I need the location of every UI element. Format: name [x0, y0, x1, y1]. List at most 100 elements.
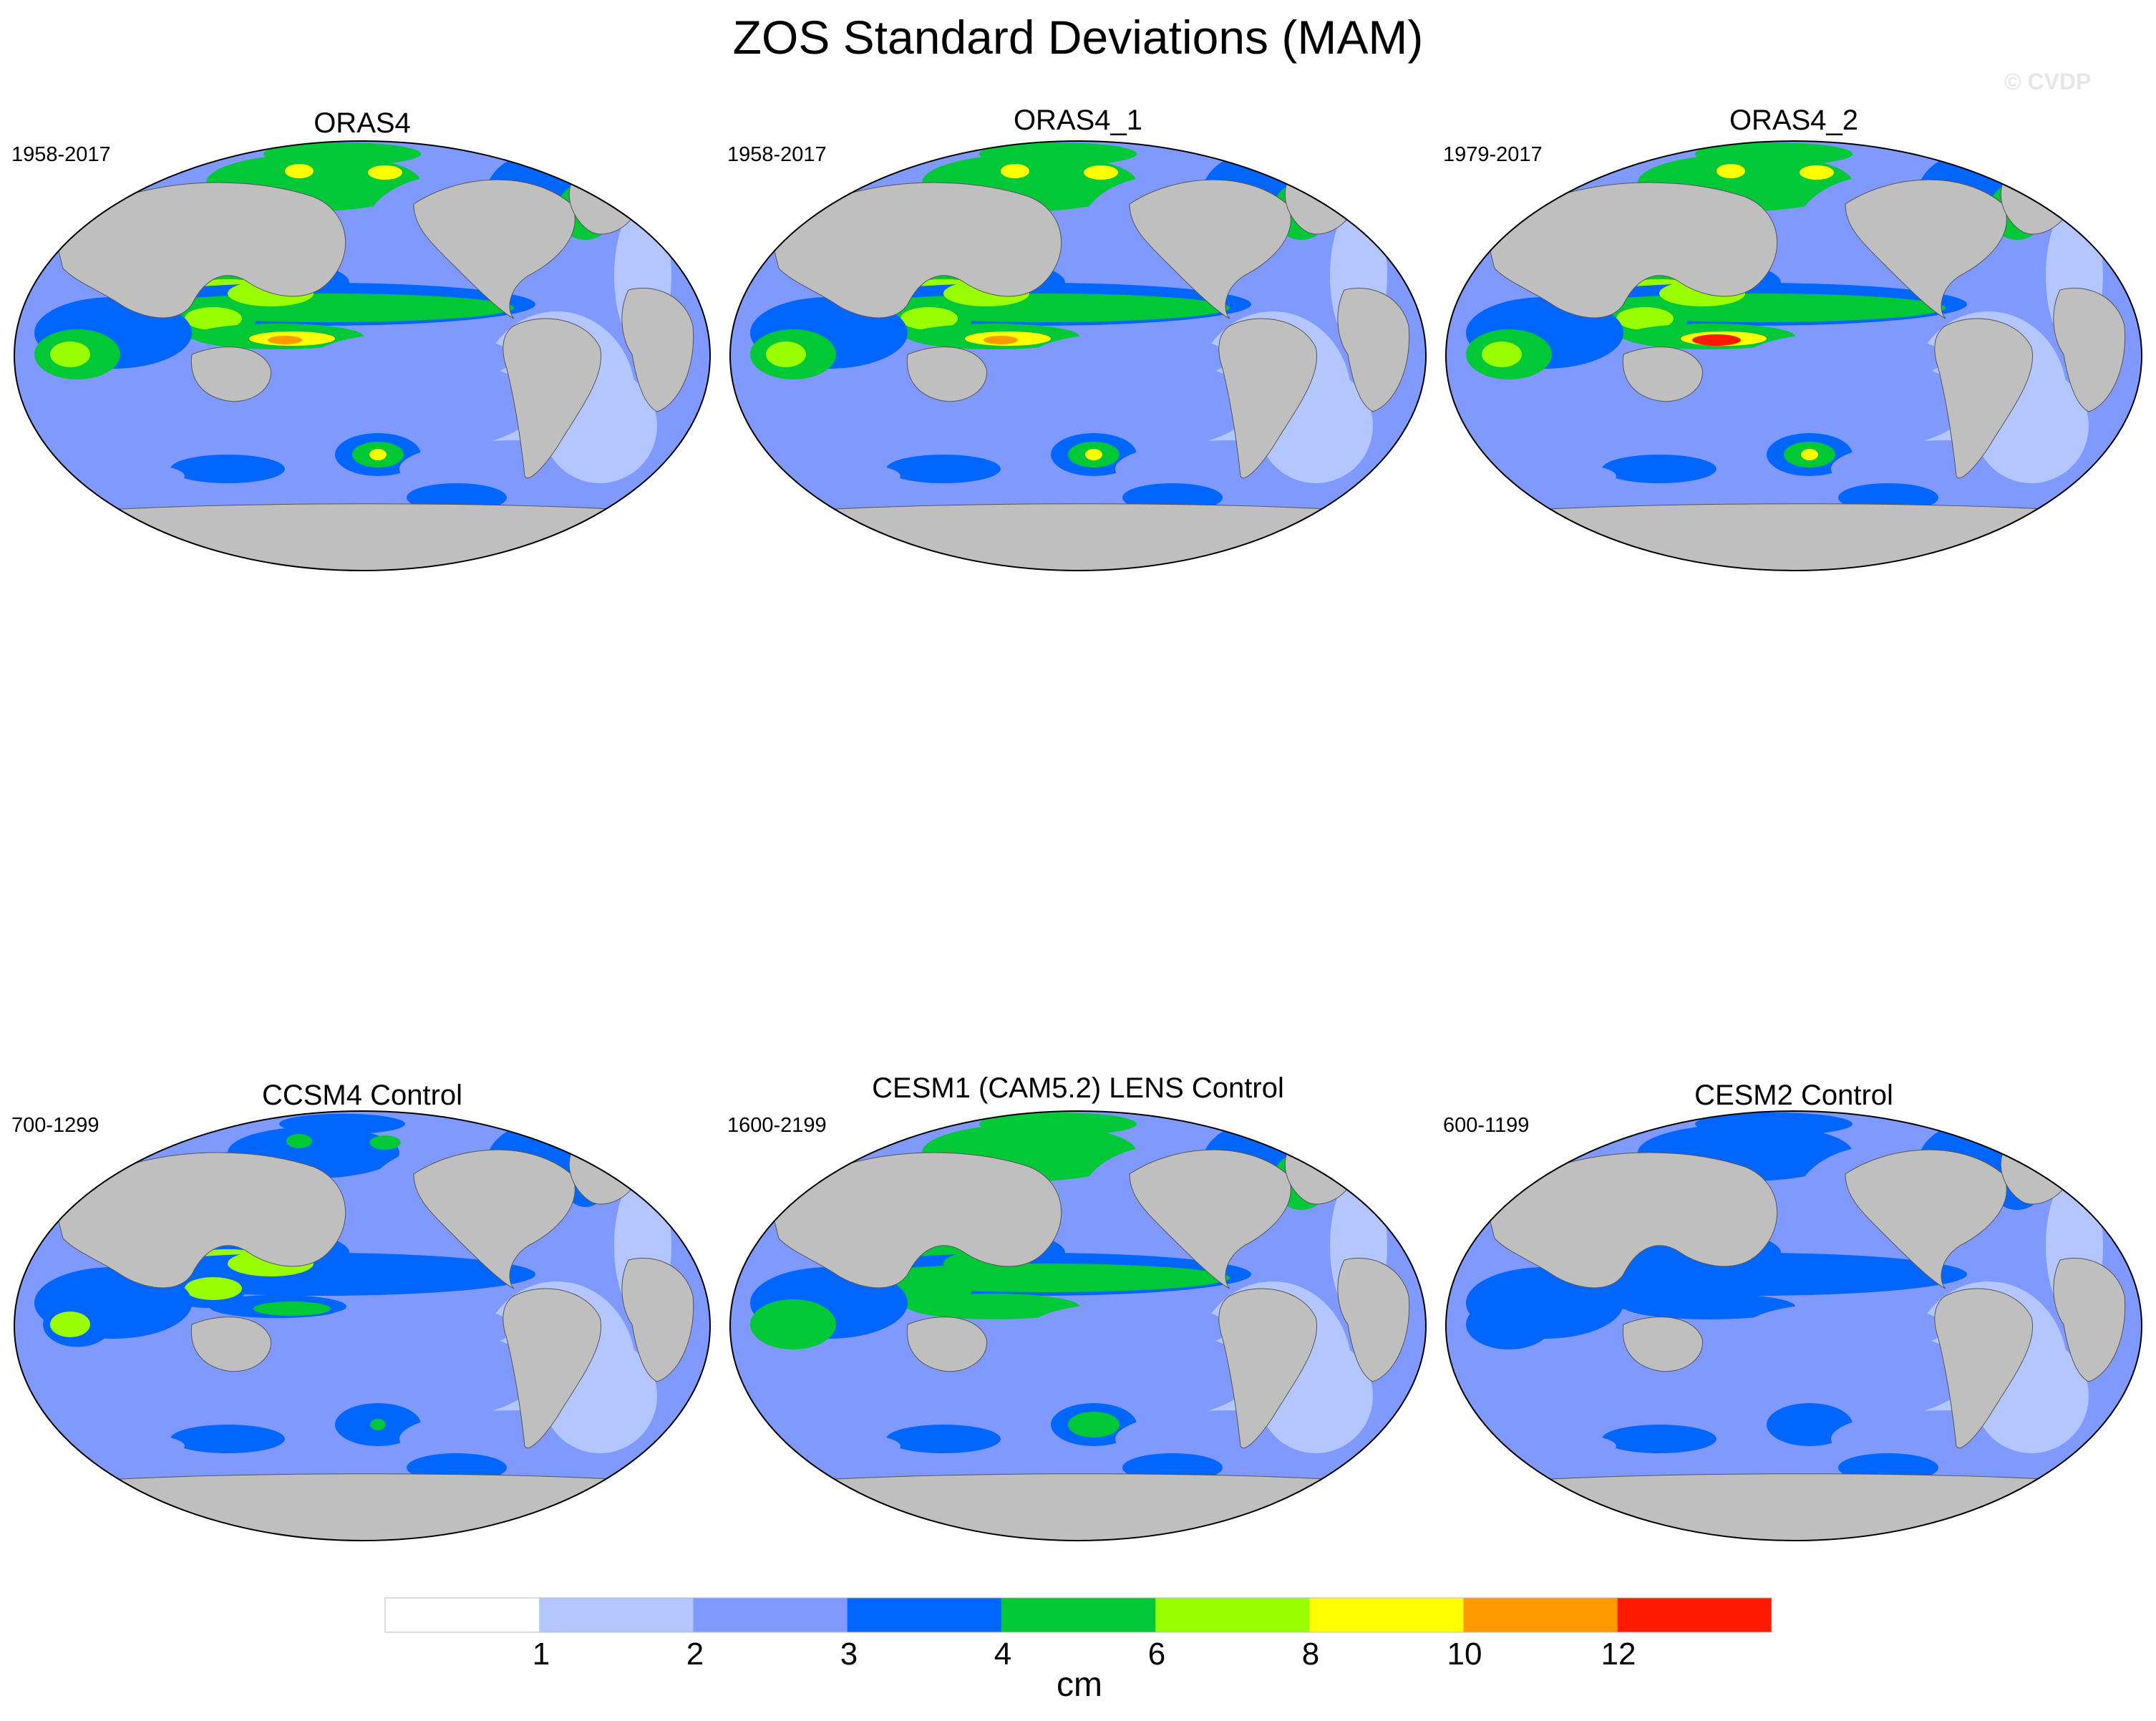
colorbar-box [1155, 1598, 1310, 1632]
zos-contour [170, 1425, 285, 1453]
continent [771, 1152, 1062, 1289]
continent [1337, 287, 1410, 412]
zos-contour [1001, 164, 1029, 178]
colorbar-box [693, 1598, 848, 1632]
zos-contour [170, 455, 285, 483]
continent [1487, 182, 1778, 319]
zos-contour [1692, 334, 1741, 346]
zos-contour [1084, 165, 1118, 180]
panel-years: 600-1199 [1443, 1114, 1530, 1137]
colorbar-box [1001, 1598, 1156, 1632]
figure-title: ZOS Standard Deviations (MAM) [732, 11, 1424, 64]
colorbar-box [385, 1598, 540, 1632]
zos-contour [1084, 1135, 1118, 1150]
zos-contour [1001, 1134, 1029, 1148]
zos-map-ccsm4-control [14, 1110, 711, 1541]
panel-years: 1958-2017 [727, 143, 827, 166]
continent [55, 182, 346, 319]
colorbar-tick-label: 1 [532, 1637, 550, 1672]
continent [190, 346, 271, 402]
panel-title: ORAS4_1 [1013, 105, 1143, 136]
continent [906, 1317, 987, 1372]
continent [1337, 1257, 1410, 1382]
continent [55, 1152, 346, 1289]
panel-title: ORAS4 [314, 107, 411, 139]
continent [1622, 346, 1703, 402]
zos-contour [900, 307, 958, 330]
map-border [729, 1110, 1427, 1541]
zos-contour [766, 1312, 806, 1337]
zos-contour [979, 1112, 1137, 1135]
colorbar-unit: cm [1057, 1666, 1102, 1704]
zos-contour [1695, 1112, 1852, 1135]
panel-title: CESM1 (CAM5.2) LENS Control [872, 1072, 1284, 1104]
continent [621, 287, 694, 412]
zos-contour [1482, 341, 1522, 367]
zos-contour [285, 164, 314, 178]
zos-contour [263, 142, 421, 165]
zos-contour [268, 336, 302, 344]
zos-contour [1616, 307, 1674, 330]
zos-contour [984, 336, 1018, 344]
zos-contour [1602, 1425, 1716, 1453]
continent [2053, 287, 2126, 412]
panel-years: 1979-2017 [1443, 143, 1543, 166]
continent [413, 1149, 576, 1289]
continent [1218, 1288, 1317, 1448]
continent [1845, 179, 2007, 319]
map-border [729, 140, 1427, 571]
zos-contour [984, 1306, 1018, 1314]
colorbar-box [539, 1598, 694, 1632]
continent [190, 1317, 271, 1372]
zos-contour [1716, 164, 1745, 178]
zos-contour [1801, 449, 1818, 460]
continent [1129, 179, 1291, 319]
continent [1845, 1149, 2007, 1289]
zos-contour [772, 412, 972, 469]
zos-contour [1602, 455, 1716, 483]
colorbar-box [1463, 1598, 1618, 1632]
colorbar-tick-label: 12 [1601, 1637, 1636, 1672]
map-border [14, 140, 711, 571]
zos-contour [286, 1134, 312, 1148]
colorbar-tick-label: 8 [1301, 1637, 1320, 1672]
zos-contour [1800, 1135, 1834, 1150]
panel-years: 1958-2017 [11, 143, 111, 166]
colorbar-tick-label: 3 [840, 1637, 858, 1672]
panel-title: CCSM4 Control [261, 1080, 463, 1111]
map-border [14, 1110, 711, 1541]
zos-contour [886, 455, 1001, 483]
continent [502, 318, 601, 478]
zos-contour [50, 1312, 90, 1337]
panel-title: CESM2 Control [1694, 1080, 1893, 1111]
zos-contour [1801, 1419, 1818, 1430]
continent [502, 1288, 601, 1448]
zos-contour [979, 142, 1137, 165]
colorbar-box [847, 1598, 1002, 1632]
continent [1218, 318, 1317, 478]
continent [1487, 1152, 1778, 1289]
panel-title: ORAS4_2 [1729, 105, 1859, 136]
zos-contour [1487, 1382, 1688, 1439]
continent [785, 1473, 1374, 1541]
panel-years: 1600-2199 [727, 1114, 827, 1137]
zos-contour [900, 1277, 958, 1300]
zos-contour [1695, 142, 1852, 165]
continent [1129, 1149, 1291, 1289]
colorbar-tick-label: 4 [994, 1637, 1012, 1672]
panel-years: 700-1299 [11, 1114, 99, 1137]
zos-contour [1085, 449, 1102, 460]
continent [785, 503, 1374, 571]
zos-map-oras4-1 [729, 140, 1427, 571]
zos-contour [368, 165, 402, 180]
zos-contour [269, 1306, 301, 1314]
zos-contour [50, 341, 90, 367]
colorbar-box [1617, 1598, 1772, 1632]
zos-contour [1487, 412, 1688, 469]
zos-contour [1482, 1312, 1522, 1337]
cvdp-watermark: © CVDP [2004, 69, 2092, 94]
map-border [1445, 1110, 2142, 1541]
zos-contour [279, 1113, 405, 1135]
zos-contour [766, 341, 806, 367]
continent [1934, 318, 2033, 478]
